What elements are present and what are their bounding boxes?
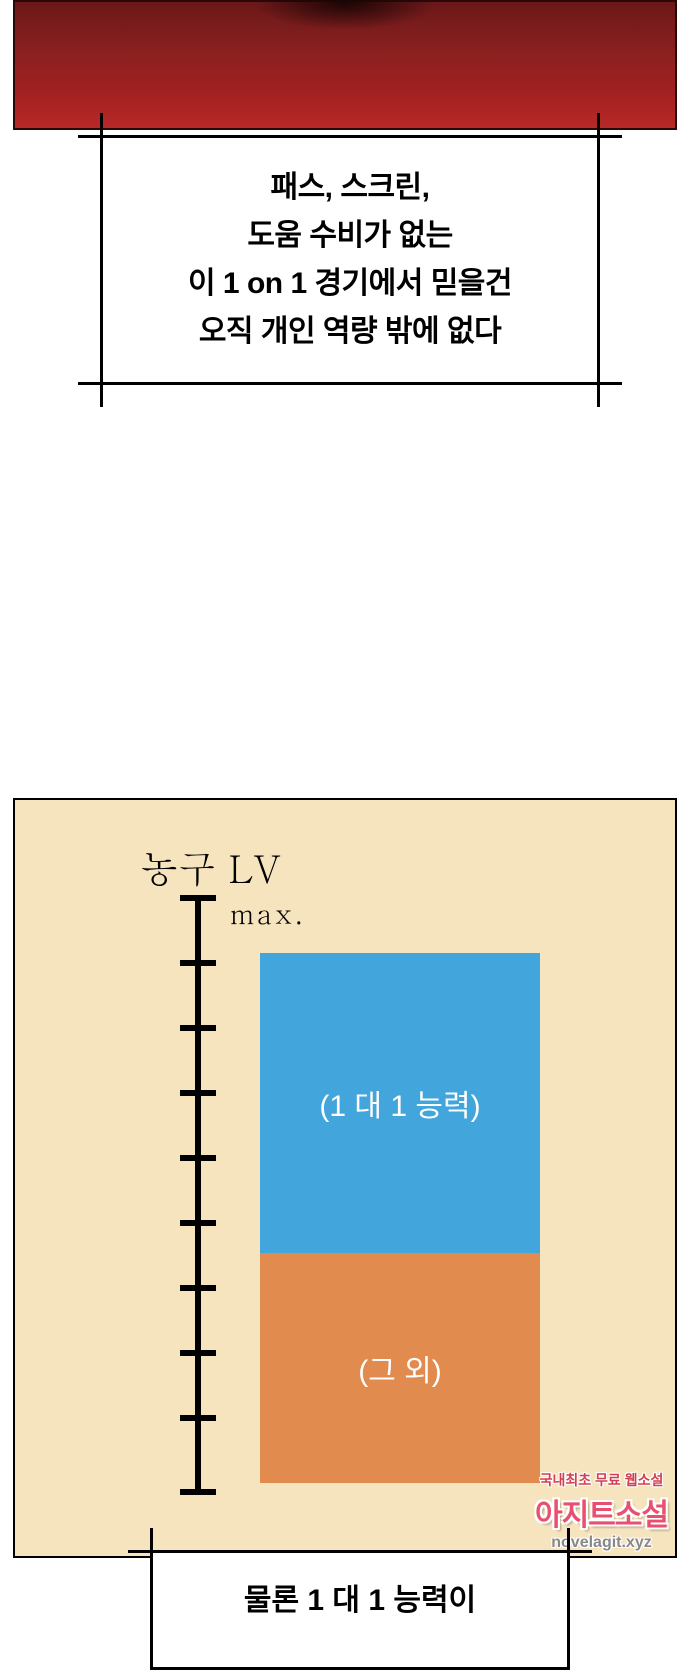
frame-tick bbox=[128, 1550, 168, 1553]
bar-label-1on1: (1 대 1 능력) bbox=[319, 1081, 480, 1125]
axis-tick bbox=[180, 1285, 216, 1291]
watermark: 국내최초 무료 웹소설 아지트소설 novelagit.xyz bbox=[535, 1470, 668, 1552]
axis-tick bbox=[180, 1220, 216, 1226]
narration-text-1: 패스, 스크린, 도움 수비가 없는 이 1 on 1 경기에서 믿을건 오직 … bbox=[188, 164, 512, 356]
axis-tick bbox=[180, 1090, 216, 1096]
axis-tick bbox=[180, 1155, 216, 1161]
narration-text-2: 물론 1 대 1 능력이 bbox=[244, 1575, 476, 1619]
watermark-brand: 아지트소설 bbox=[535, 1490, 668, 1534]
axis-tick bbox=[180, 1489, 216, 1495]
axis-tick bbox=[180, 1025, 216, 1031]
frame-tick bbox=[552, 1550, 592, 1553]
frame-tick bbox=[582, 135, 622, 138]
bar-label-other: (그 외) bbox=[358, 1346, 442, 1390]
frame-tick bbox=[78, 382, 118, 385]
frame-tick bbox=[150, 1528, 153, 1568]
axis-tick bbox=[180, 895, 216, 901]
red-background-panel bbox=[13, 0, 677, 130]
frame-tick bbox=[100, 113, 103, 153]
frame-tick bbox=[78, 135, 118, 138]
axis-tick bbox=[180, 1415, 216, 1421]
frame-tick bbox=[567, 1528, 570, 1568]
chart-panel: 농구 LV max. (1 대 1 능력) (그 외) bbox=[13, 798, 677, 1558]
frame-tick bbox=[597, 113, 600, 153]
chart-y-axis bbox=[195, 895, 201, 1495]
bar-segment-other: (그 외) bbox=[260, 1253, 540, 1483]
watermark-tagline: 국내최초 무료 웹소설 bbox=[535, 1470, 668, 1490]
axis-tick bbox=[180, 960, 216, 966]
bar-segment-1on1: (1 대 1 능력) bbox=[260, 953, 540, 1253]
frame-tick bbox=[597, 367, 600, 407]
frame-tick bbox=[582, 382, 622, 385]
narration-box-2: 물론 1 대 1 능력이 bbox=[150, 1550, 570, 1670]
narration-box-1: 패스, 스크린, 도움 수비가 없는 이 1 on 1 경기에서 믿을건 오직 … bbox=[100, 135, 600, 385]
frame-tick bbox=[100, 367, 103, 407]
axis-tick bbox=[180, 1350, 216, 1356]
chart-title: 농구 LV bbox=[140, 840, 281, 894]
chart-max-label: max. bbox=[230, 892, 306, 932]
